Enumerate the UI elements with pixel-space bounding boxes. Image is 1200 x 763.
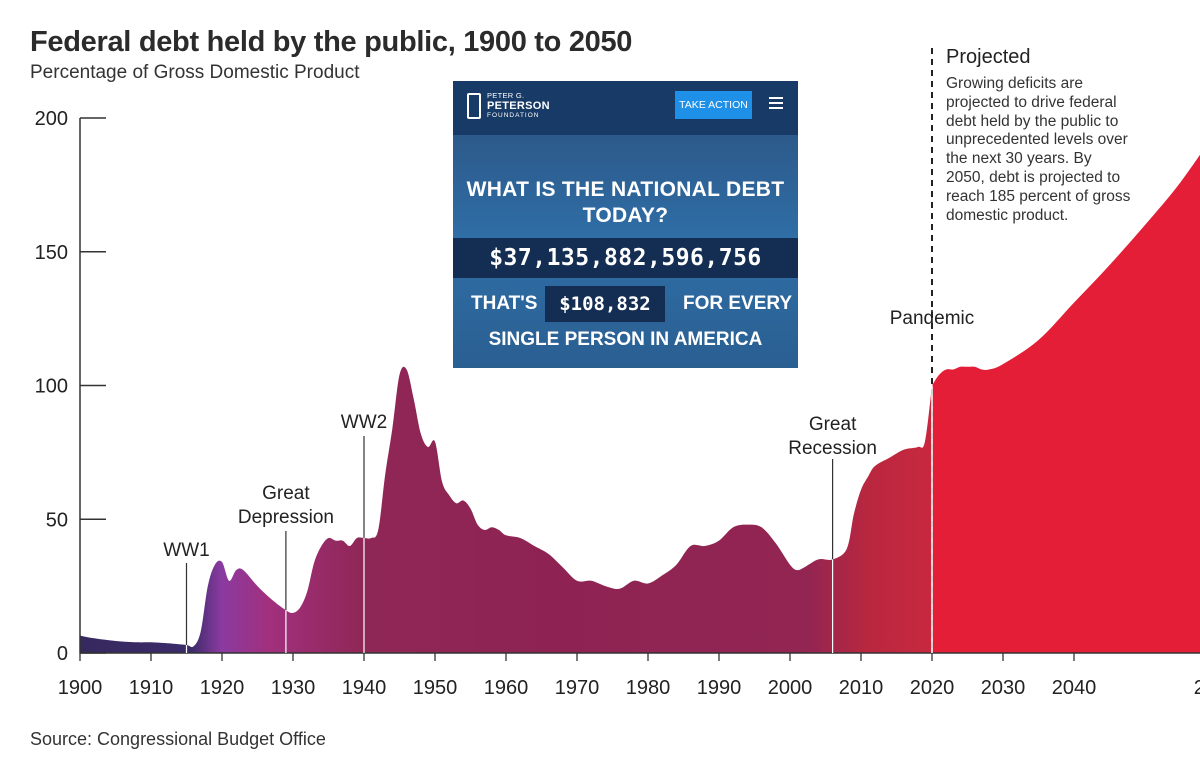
chart-subtitle: Percentage of Gross Domestic Product: [30, 62, 360, 83]
historical-area: [80, 366, 932, 653]
logo-line-3: FOUNDATION: [487, 112, 540, 119]
x-tick-label: 1940: [342, 677, 387, 699]
y-tick-label: 150: [35, 242, 68, 264]
debt-question: WHAT IS THE NATIONAL DEBT TODAY?: [466, 178, 785, 227]
x-tick-label: 1950: [413, 677, 458, 699]
x-tick-label: 1980: [626, 677, 671, 699]
y-tick-label: 100: [35, 376, 68, 398]
x-tick-label: 1900: [58, 677, 103, 699]
great-recession-label: Recession: [788, 438, 877, 459]
x-tick-label: 1920: [200, 677, 245, 699]
ww2-label: WW2: [341, 412, 387, 433]
take-action-button[interactable]: TAKE ACTION: [675, 91, 752, 119]
foundation-logo[interactable]: PETER G. PETERSON FOUNDATION: [487, 91, 550, 121]
y-tick-label: 50: [46, 509, 68, 531]
great-depression-label: Depression: [238, 507, 334, 528]
great-recession-label: Great: [809, 414, 857, 435]
pandemic-label: Pandemic: [890, 308, 975, 329]
per-person-box: $108,832: [545, 286, 665, 322]
torch-icon: [467, 93, 481, 119]
hamburger-menu-icon[interactable]: [769, 97, 783, 109]
x-tick-label: 2030: [981, 677, 1026, 699]
debt-amount: $37,135,882,596,756: [489, 245, 762, 271]
x-tick-label: 1970: [555, 677, 600, 699]
per-person-row: THAT'S $108,832 FOR EVERY: [453, 286, 798, 322]
single-person-label: SINGLE PERSON IN AMERICA: [488, 329, 763, 350]
y-tick-label: 0: [57, 643, 68, 665]
debt-clock-panel: PETER G. PETERSON FOUNDATION TAKE ACTION…: [453, 81, 798, 368]
source-note: Source: Congressional Budget Office: [30, 729, 326, 749]
per-person-amount: $108,832: [559, 293, 651, 315]
x-tick-label: 2060: [1194, 677, 1200, 699]
logo-line-1: PETER G.: [487, 91, 525, 100]
thats-label: THAT'S: [471, 293, 538, 314]
y-tick-label: 200: [35, 108, 68, 130]
x-tick-label: 2040: [1052, 677, 1097, 699]
projection-heading: Projected: [946, 46, 1031, 68]
x-tick-label: 1960: [484, 677, 529, 699]
x-tick-label: 2000: [768, 677, 813, 699]
x-tick-label: 2010: [839, 677, 884, 699]
x-tick-label: 1990: [697, 677, 742, 699]
x-tick-label: 1930: [271, 677, 316, 699]
panel-header: PETER G. PETERSON FOUNDATION TAKE ACTION: [453, 81, 798, 135]
for-every-label: FOR EVERY: [683, 293, 793, 314]
projected-area: [932, 154, 1200, 653]
great-depression-label: Great: [262, 483, 310, 504]
debt-amount-bar: $37,135,882,596,756: [453, 238, 798, 278]
chart-title: Federal debt held by the public, 1900 to…: [30, 26, 633, 58]
ww1-label: WW1: [163, 540, 209, 561]
x-tick-label: 2020: [910, 677, 955, 699]
x-tick-label: 1910: [129, 677, 174, 699]
projection-note: Growing deficits are projected to drive …: [946, 75, 1131, 224]
logo-line-2: PETERSON: [487, 100, 550, 112]
